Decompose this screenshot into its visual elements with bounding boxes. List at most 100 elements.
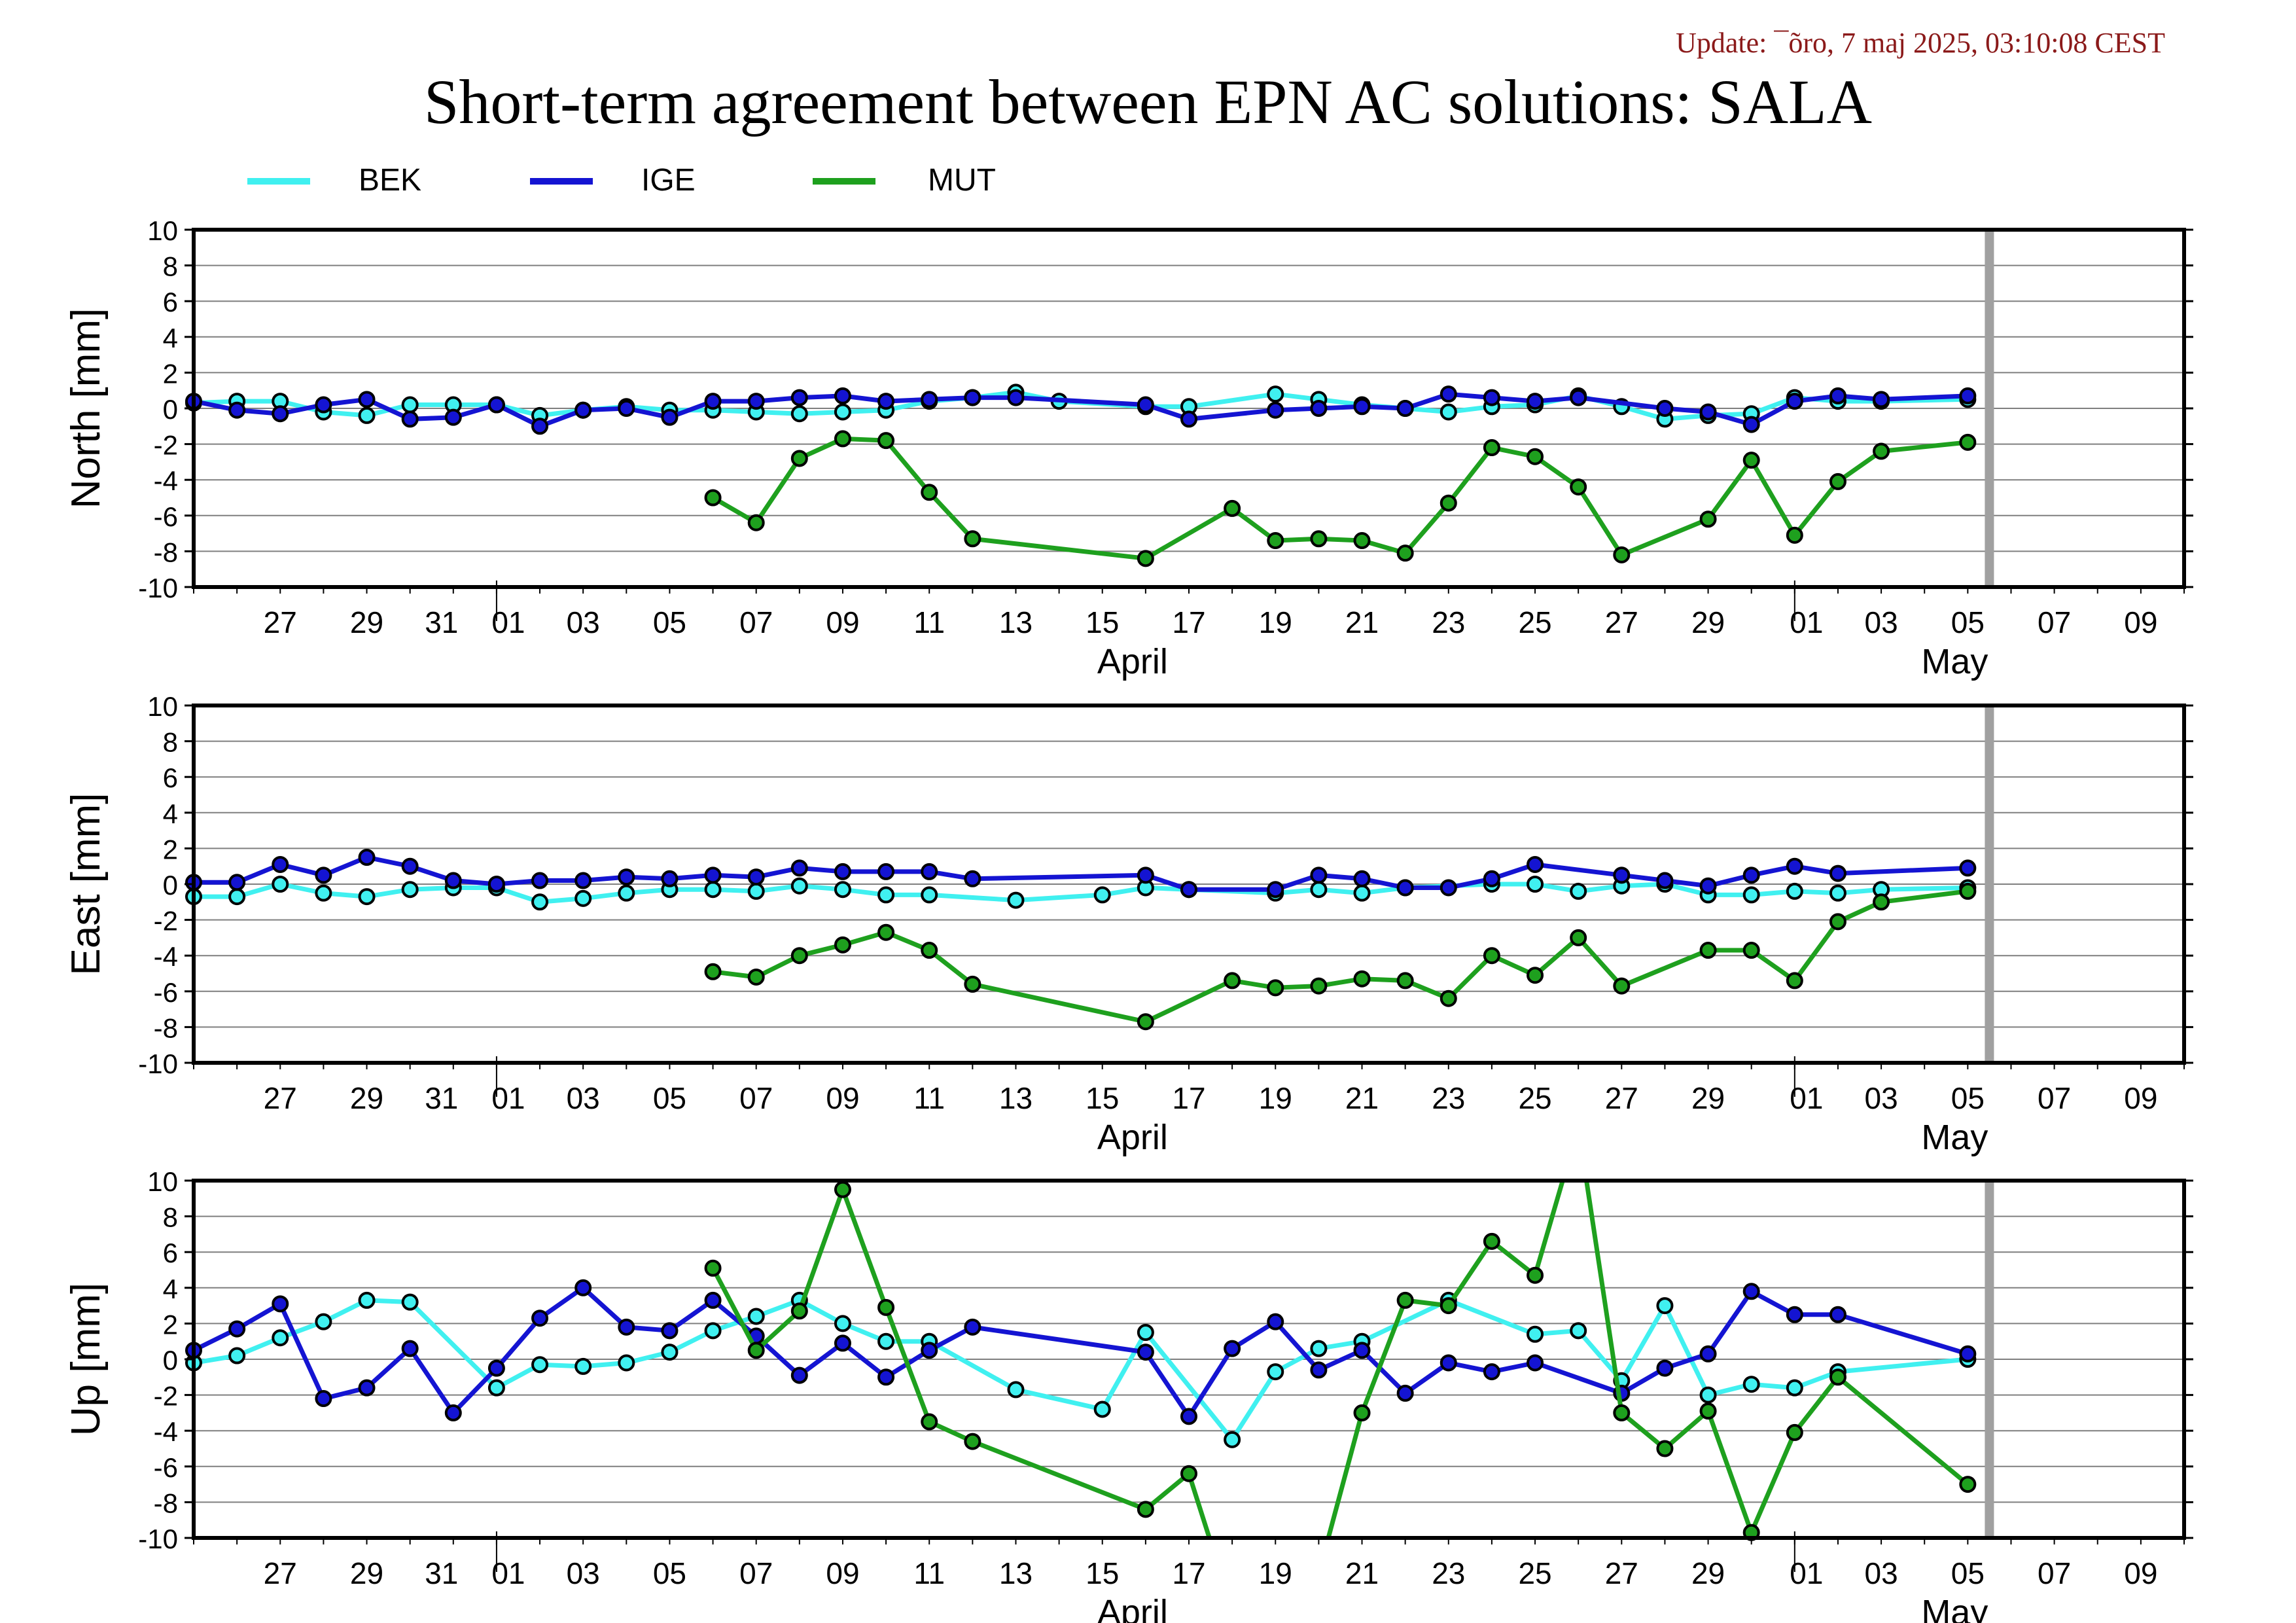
data-point-ige-east — [574, 872, 592, 889]
data-point-ige-east — [1396, 879, 1414, 897]
y-tick-label-up: 8 — [163, 1202, 178, 1233]
x-month-label-up: April — [1097, 1593, 1168, 1623]
data-point-mut-north — [1310, 530, 1328, 548]
data-point-mut-north — [834, 430, 851, 448]
data-point-ige-east — [1527, 855, 1544, 873]
data-point-mut-up — [1699, 1402, 1717, 1420]
x-tick-label-east: 27 — [1605, 1081, 1638, 1115]
data-point-mut-up — [704, 1259, 722, 1277]
data-point-ige-east — [1267, 881, 1284, 899]
y-tick-label-up: -6 — [154, 1452, 178, 1483]
data-point-ige-north — [1483, 389, 1500, 406]
data-point-bek-east — [1007, 891, 1025, 909]
data-point-bek-east — [921, 886, 938, 904]
x-tick-label-up: 05 — [653, 1556, 686, 1590]
data-point-bek-up — [661, 1344, 679, 1361]
data-point-mut-up — [1137, 1501, 1154, 1518]
x-tick-label-up: 03 — [1865, 1556, 1898, 1590]
data-point-ige-up — [661, 1322, 679, 1340]
data-point-ige-north — [1439, 385, 1457, 403]
data-point-mut-east — [1224, 972, 1241, 990]
y-tick-label-east: -10 — [138, 1048, 178, 1079]
data-point-ige-up — [790, 1366, 808, 1384]
data-point-ige-up — [1786, 1306, 1803, 1323]
x-tick-label-north: 09 — [826, 605, 859, 639]
data-point-ige-up — [1527, 1354, 1544, 1372]
data-point-mut-north — [921, 484, 938, 501]
data-point-mut-up — [921, 1413, 938, 1431]
data-point-ige-east — [1699, 877, 1717, 895]
data-point-bek-east — [618, 884, 635, 902]
data-point-ige-east — [747, 868, 765, 886]
data-point-bek-up — [1007, 1381, 1025, 1399]
x-tick-label-up: 15 — [1086, 1556, 1119, 1590]
data-point-mut-east — [1829, 913, 1846, 931]
data-point-mut-north — [1873, 442, 1890, 460]
data-point-bek-north — [401, 396, 419, 414]
x-tick-label-east: 27 — [264, 1081, 297, 1115]
data-point-mut-east — [1267, 979, 1284, 997]
x-month-label-east: May — [1921, 1118, 1988, 1157]
data-point-ige-up — [1959, 1345, 1977, 1363]
data-point-ige-east — [921, 863, 938, 880]
x-tick-label-up: 17 — [1172, 1556, 1205, 1590]
data-point-mut-up — [1483, 1232, 1500, 1250]
data-point-ige-up — [1353, 1342, 1371, 1359]
data-point-ige-up — [531, 1310, 549, 1327]
data-point-mut-north — [1137, 550, 1154, 567]
data-point-ige-north — [1570, 389, 1587, 406]
data-point-mut-east — [1959, 882, 1977, 900]
data-point-mut-north — [1396, 544, 1414, 562]
data-point-ige-up — [1310, 1361, 1328, 1379]
data-point-mut-north — [790, 450, 808, 467]
x-tick-label-up: 23 — [1432, 1556, 1465, 1590]
data-point-mut-up — [877, 1298, 895, 1316]
data-point-bek-east — [1786, 882, 1803, 900]
data-point-ige-north — [358, 391, 376, 408]
data-point-ige-north — [1959, 387, 1977, 404]
x-tick-label-up: 01 — [1790, 1556, 1823, 1590]
y-tick-label-east: -6 — [154, 977, 178, 1008]
data-point-mut-up — [1613, 1404, 1631, 1421]
x-tick-label-east: 31 — [425, 1081, 458, 1115]
data-point-bek-east — [1093, 886, 1111, 904]
x-tick-label-north: 03 — [567, 605, 600, 639]
data-point-mut-north — [1527, 448, 1544, 465]
data-point-mut-up — [1959, 1476, 1977, 1493]
data-point-bek-up — [1267, 1363, 1284, 1381]
data-point-ige-east — [1310, 866, 1328, 884]
data-point-ige-up — [401, 1340, 419, 1357]
series-line-mut-north — [711, 436, 1968, 561]
data-point-ige-north — [1396, 400, 1414, 417]
data-point-ige-east — [790, 859, 808, 877]
data-point-ige-up — [1699, 1345, 1717, 1363]
data-point-ige-north — [315, 396, 332, 414]
data-point-ige-north — [487, 396, 505, 414]
data-point-ige-east — [1439, 879, 1457, 897]
x-tick-label-east: 03 — [567, 1081, 600, 1115]
data-point-mut-north — [1829, 473, 1846, 490]
series-line-bek-up — [194, 1298, 1968, 1442]
update-timestamp: Update: ¯õro, 7 maj 2025, 03:10:08 CEST — [1676, 27, 2165, 59]
x-tick-label-east: 13 — [999, 1081, 1033, 1115]
data-point-ige-north — [574, 401, 592, 419]
data-point-ige-north — [704, 393, 722, 410]
data-point-ige-east — [1786, 857, 1803, 875]
data-point-mut-up — [747, 1342, 765, 1359]
data-point-mut-east — [1786, 972, 1803, 990]
data-point-ige-east — [1353, 870, 1371, 887]
x-tick-label-north: 27 — [264, 605, 297, 639]
data-point-bek-up — [618, 1354, 635, 1372]
data-point-ige-north — [834, 387, 851, 404]
data-point-mut-east — [1570, 929, 1587, 946]
legend-swatch-mut — [813, 178, 875, 185]
data-point-ige-east — [1137, 866, 1154, 884]
data-point-mut-north — [747, 514, 765, 531]
data-point-ige-north — [1310, 400, 1328, 417]
data-point-mut-north — [1786, 526, 1803, 544]
y-tick-label-east: -8 — [154, 1012, 178, 1043]
data-point-bek-east — [1570, 882, 1587, 900]
x-tick-label-north: 13 — [999, 605, 1033, 639]
data-point-ige-up — [1137, 1344, 1154, 1361]
data-point-bek-up — [1570, 1322, 1587, 1340]
